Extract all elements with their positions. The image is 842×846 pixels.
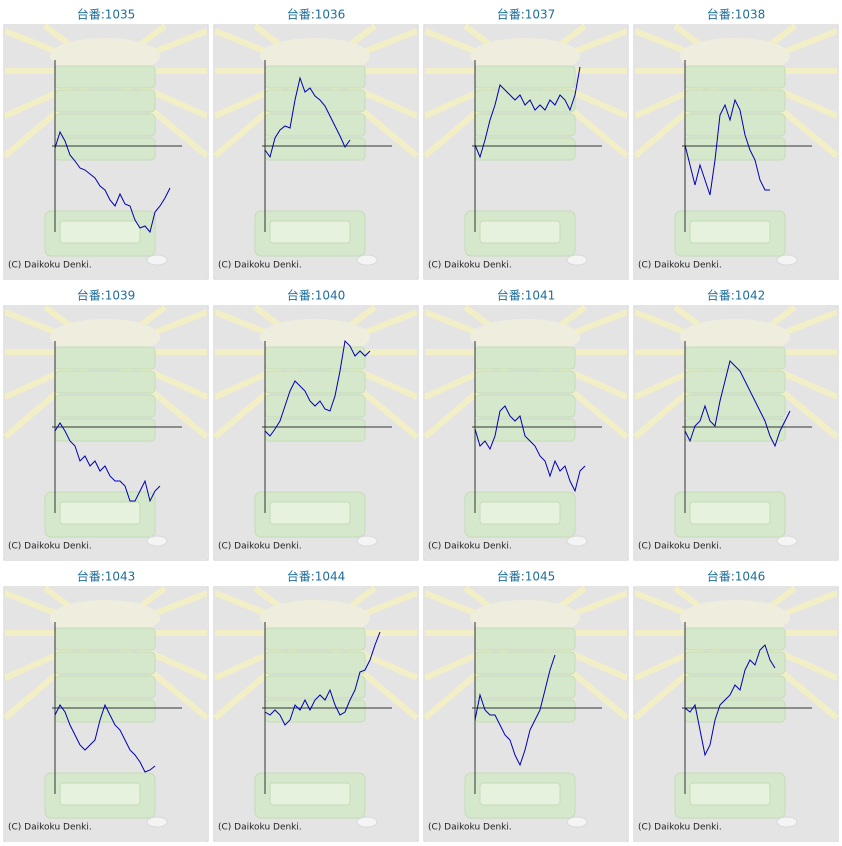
copyright: (C) Daikoku Denki. bbox=[218, 542, 302, 552]
graph-title: 台番:1037 bbox=[497, 7, 556, 22]
data-line bbox=[474, 66, 581, 159]
copyright: (C) Daikoku Denki. bbox=[638, 542, 722, 552]
graph-panel: 台番:1046 (C) Daikoku Denki. bbox=[634, 569, 838, 842]
copyright: (C) Daikoku Denki. bbox=[428, 261, 512, 271]
graph-panel: 台番:1037 (C) Daikoku Denki. bbox=[424, 7, 628, 280]
graph-title: 台番:1039 bbox=[77, 288, 136, 303]
graph-title: 台番:1038 bbox=[707, 7, 766, 22]
panel-background bbox=[425, 26, 627, 278]
copyright: (C) Daikoku Denki. bbox=[638, 823, 722, 833]
data-line bbox=[264, 631, 381, 726]
data-line bbox=[684, 98, 770, 196]
graph-panel: 台番:1045 (C) Daikoku Denki. bbox=[424, 569, 628, 842]
graph-panel: 台番:1043 (C) Daikoku Denki. bbox=[4, 569, 208, 842]
graph-title: 台番:1035 bbox=[77, 7, 136, 22]
copyright: (C) Daikoku Denki. bbox=[8, 542, 92, 552]
data-line bbox=[54, 422, 161, 503]
panel-background bbox=[635, 26, 837, 278]
graph-panel: 台番:1044 (C) Daikoku Denki. bbox=[214, 569, 418, 842]
panel-background bbox=[5, 588, 207, 840]
graph-title: 台番:1040 bbox=[287, 288, 346, 303]
graph-title: 台番:1036 bbox=[287, 7, 346, 22]
panel-background bbox=[425, 588, 627, 840]
data-line bbox=[264, 76, 351, 159]
data-line bbox=[54, 130, 171, 234]
graph-title: 台番:1042 bbox=[707, 288, 766, 303]
copyright: (C) Daikoku Denki. bbox=[8, 261, 92, 271]
graph-title: 台番:1041 bbox=[497, 288, 556, 303]
panel-background bbox=[215, 307, 417, 559]
graph-panel: 台番:1038 (C) Daikoku Denki. bbox=[634, 7, 838, 280]
panel-background bbox=[425, 307, 627, 559]
panel-background bbox=[215, 588, 417, 840]
copyright: (C) Daikoku Denki. bbox=[428, 823, 512, 833]
data-line bbox=[684, 644, 776, 757]
panel-background bbox=[5, 307, 207, 559]
panel-background bbox=[635, 588, 837, 840]
copyright: (C) Daikoku Denki. bbox=[218, 261, 302, 271]
data-line bbox=[684, 360, 791, 448]
data-line bbox=[54, 703, 156, 773]
graph-title: 台番:1046 bbox=[707, 569, 766, 584]
panel-background bbox=[215, 26, 417, 278]
data-line bbox=[474, 405, 586, 493]
data-line bbox=[264, 339, 371, 437]
graph-panel: 台番:1041 (C) Daikoku Denki. bbox=[424, 288, 628, 561]
graph-title: 台番:1043 bbox=[77, 569, 136, 584]
graph-panel: 台番:1040 (C) Daikoku Denki. bbox=[214, 288, 418, 561]
graph-panel: 台番:1036 (C) Daikoku Denki. bbox=[214, 7, 418, 280]
graph-panel: 台番:1039 (C) Daikoku Denki. bbox=[4, 288, 208, 561]
graph-title: 台番:1045 bbox=[497, 569, 556, 584]
graph-panel: 台番:1035 (C) Daikoku Denki. bbox=[4, 7, 208, 280]
data-line bbox=[474, 654, 556, 767]
graph-title: 台番:1044 bbox=[287, 569, 346, 584]
panel-background bbox=[5, 26, 207, 278]
graph-panel: 台番:1042 (C) Daikoku Denki. bbox=[634, 288, 838, 561]
copyright: (C) Daikoku Denki. bbox=[638, 261, 722, 271]
copyright: (C) Daikoku Denki. bbox=[218, 823, 302, 833]
copyright: (C) Daikoku Denki. bbox=[428, 542, 512, 552]
copyright: (C) Daikoku Denki. bbox=[8, 823, 92, 833]
panel-background bbox=[635, 307, 837, 559]
